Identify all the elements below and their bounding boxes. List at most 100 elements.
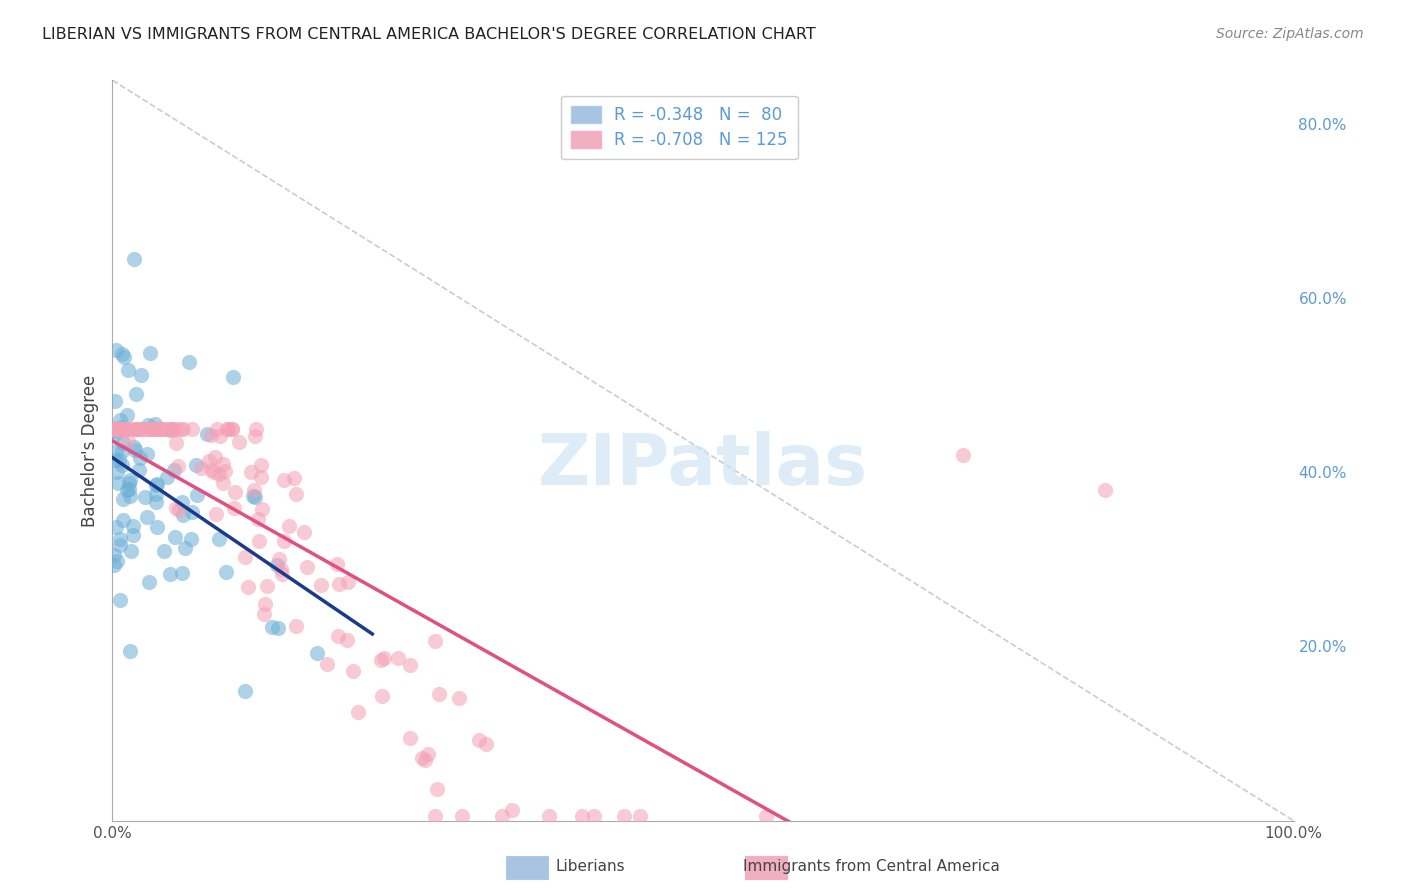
Point — [163, 530, 186, 544]
Point — [120, 474, 142, 488]
Point — [373, 650, 395, 665]
Point — [239, 466, 262, 480]
Point — [571, 809, 593, 823]
Text: Immigrants from Central America: Immigrants from Central America — [744, 859, 1000, 874]
Point — [150, 422, 173, 436]
Point — [105, 422, 128, 436]
Point — [163, 463, 186, 477]
Point — [118, 644, 141, 658]
Point — [285, 486, 308, 500]
Point — [450, 809, 472, 823]
Point — [249, 534, 271, 549]
Point — [107, 453, 129, 467]
Point — [224, 501, 246, 516]
Point — [104, 427, 127, 442]
Text: Liberians: Liberians — [555, 859, 626, 874]
Point — [111, 347, 134, 361]
Point — [228, 434, 250, 449]
Point — [243, 429, 266, 443]
Point — [143, 417, 166, 432]
Point — [284, 618, 307, 632]
Point — [104, 452, 127, 467]
Point — [124, 442, 146, 457]
Point — [211, 476, 233, 491]
Point — [155, 422, 177, 436]
Point — [247, 512, 270, 526]
Point — [399, 657, 422, 672]
Text: ZIPatlas: ZIPatlas — [538, 431, 868, 500]
Point — [127, 422, 149, 436]
Point — [117, 434, 139, 448]
Point — [468, 733, 491, 747]
Point — [326, 557, 349, 571]
Legend: R = -0.348   N =  80, R = -0.708   N = 125: R = -0.348 N = 80, R = -0.708 N = 125 — [561, 96, 797, 159]
Point — [127, 422, 149, 436]
Point — [139, 346, 162, 360]
Point — [755, 809, 778, 823]
Point — [105, 466, 128, 480]
Point — [270, 567, 292, 582]
Point — [105, 520, 128, 534]
Point — [307, 646, 329, 660]
Point — [107, 422, 129, 436]
Point — [221, 422, 243, 436]
Point — [117, 408, 139, 422]
Point — [537, 809, 560, 823]
Point — [122, 252, 145, 266]
Point — [222, 369, 245, 384]
Point — [336, 575, 359, 590]
Y-axis label: Bachelor's Degree: Bachelor's Degree — [80, 375, 98, 526]
Point — [105, 554, 128, 568]
Point — [200, 463, 222, 477]
Point — [328, 576, 350, 591]
Point — [387, 651, 409, 665]
Point — [346, 705, 368, 719]
Point — [105, 343, 128, 358]
Point — [245, 422, 267, 436]
Point — [370, 653, 392, 667]
Point — [236, 580, 259, 594]
Text: Source: ZipAtlas.com: Source: ZipAtlas.com — [1216, 27, 1364, 41]
Point — [160, 422, 183, 436]
Point — [103, 422, 125, 436]
Point — [204, 450, 226, 464]
Point — [256, 579, 278, 593]
Point — [278, 519, 301, 533]
Point — [157, 422, 180, 436]
Point — [273, 534, 295, 549]
Point — [217, 422, 239, 436]
Point — [128, 463, 150, 477]
Point — [146, 476, 169, 491]
Point — [111, 435, 134, 450]
Point — [273, 474, 295, 488]
Point — [136, 447, 159, 461]
Point — [217, 422, 239, 436]
Point — [103, 425, 125, 439]
Point — [267, 621, 290, 635]
Point — [326, 629, 349, 643]
Point — [115, 483, 138, 498]
Point — [115, 422, 138, 436]
Point — [205, 422, 228, 436]
Point — [292, 524, 315, 539]
Point — [148, 422, 170, 436]
Point — [233, 549, 256, 564]
Point — [145, 487, 167, 501]
Point — [117, 363, 139, 377]
Point — [174, 541, 197, 555]
Point — [156, 470, 179, 484]
Point — [110, 538, 132, 552]
Point — [108, 422, 131, 436]
Point — [118, 476, 141, 491]
Point — [122, 422, 145, 436]
Point — [152, 544, 174, 558]
Point — [167, 458, 190, 473]
Point — [112, 350, 135, 364]
Point — [129, 422, 152, 436]
Point — [149, 422, 172, 436]
Point — [145, 477, 167, 491]
Point — [583, 809, 606, 823]
Point — [145, 422, 167, 436]
Point — [122, 440, 145, 454]
Point — [399, 731, 422, 745]
